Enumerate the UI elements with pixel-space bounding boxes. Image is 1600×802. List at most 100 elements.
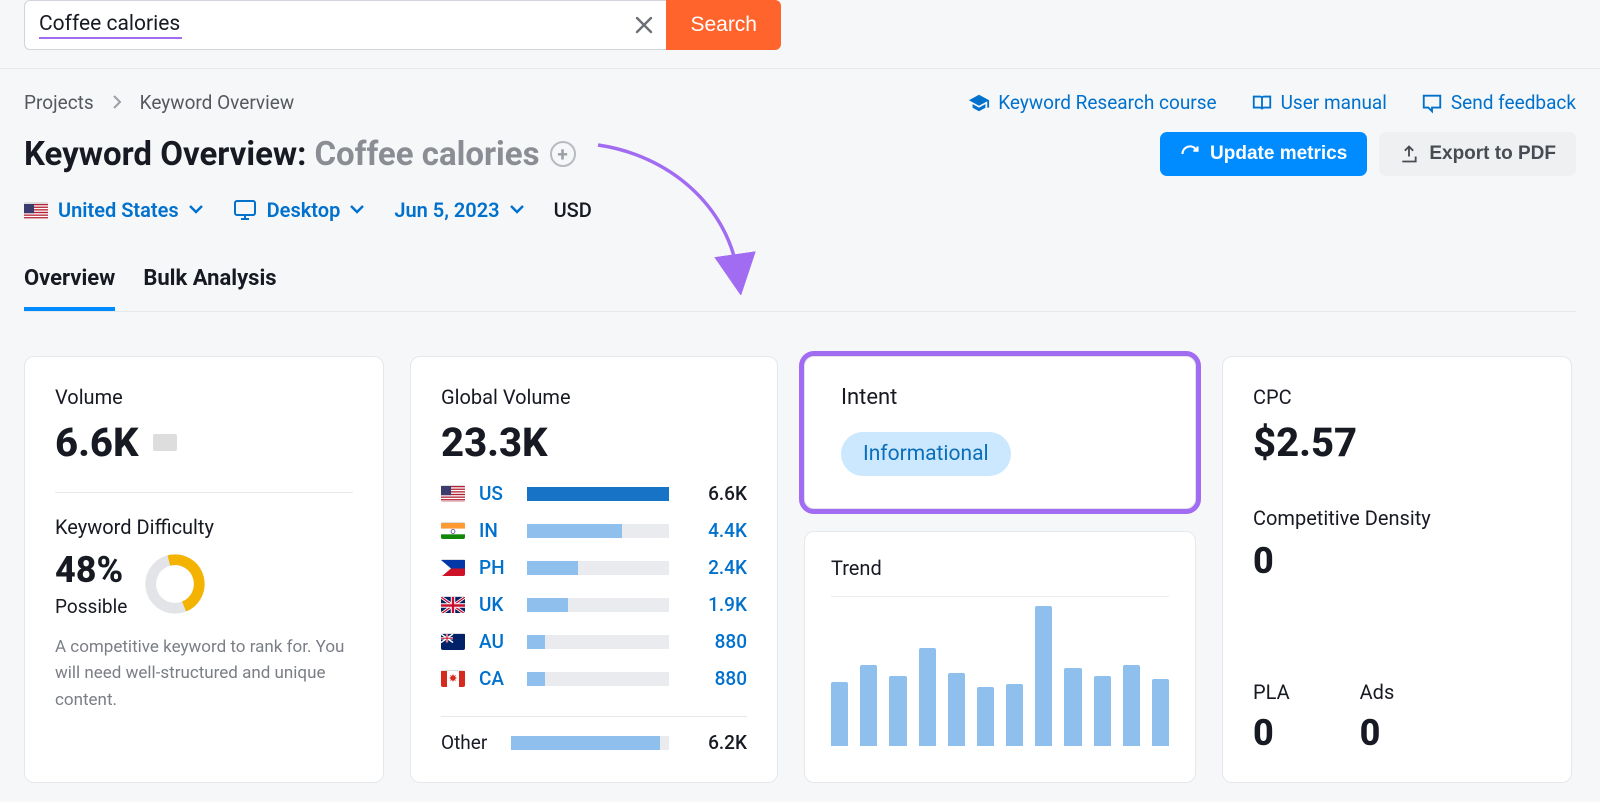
tab-overview[interactable]: Overview [24,266,115,311]
pla-value: 0 [1253,712,1290,754]
breadcrumb-root[interactable]: Projects [24,91,94,114]
trend-bar [831,682,848,746]
volume-value: 6.6K [55,419,139,466]
volume-bar [527,524,669,538]
intent-label: Intent [841,385,1163,410]
kd-value: 48% [55,549,127,591]
country-code: CA [479,667,513,690]
global-volume-row[interactable]: IN 4.4K [441,519,747,542]
country-volume: 2.4K [683,556,747,579]
global-volume-label: Global Volume [441,385,747,409]
country-code: IN [479,519,513,542]
trend-bar [860,665,877,746]
global-volume-value: 23.3K [441,419,747,466]
flag-uk-icon [441,596,465,613]
flag-us-icon [153,434,177,451]
kd-donut-chart [143,552,207,616]
search-bar: Coffee calories Search [24,0,781,50]
ads-value: 0 [1360,712,1395,754]
add-keyword-button[interactable]: + [550,141,576,167]
country-volume: 4.4K [683,519,747,542]
send-feedback-link[interactable]: Send feedback [1421,91,1576,114]
country-code: UK [479,593,513,616]
trend-bar [1064,668,1081,746]
refresh-icon [1180,144,1200,164]
country-volume: 1.9K [683,593,747,616]
trend-label: Trend [831,556,1169,580]
flag-us-icon [441,485,465,502]
user-manual-link[interactable]: User manual [1251,91,1387,114]
chat-icon [1421,92,1443,114]
volume-bar [527,561,669,575]
update-metrics-button[interactable]: Update metrics [1160,132,1367,176]
volume-bar [527,672,669,686]
book-icon [1251,92,1273,114]
trend-bar [889,676,906,746]
global-volume-row[interactable]: CA 880 [441,667,747,690]
other-volume: 6.2K [683,731,747,754]
country-volume: 6.6K [683,482,747,505]
chevron-down-icon [350,205,364,215]
graduation-cap-icon [968,92,990,114]
pla-label: PLA [1253,680,1290,704]
keyword-research-course-link[interactable]: Keyword Research course [968,91,1216,114]
trend-bar [1094,676,1111,746]
volume-bar [527,635,669,649]
intent-card: Intent Informational [804,356,1196,509]
country-volume: 880 [683,630,747,653]
tabs: Overview Bulk Analysis [24,266,1576,312]
global-volume-other-row: Other 6.2K [441,716,747,754]
country-code: PH [479,556,513,579]
tab-bulk-analysis[interactable]: Bulk Analysis [143,266,276,311]
volume-bar [527,487,669,501]
global-volume-row[interactable]: UK 1.9K [441,593,747,616]
country-filter[interactable]: United States [24,198,203,222]
clear-search-button[interactable] [622,0,666,50]
search-input-value: Coffee calories [39,12,180,36]
trend-bar [1006,684,1023,746]
trend-bar [1123,665,1140,746]
volume-card: Volume 6.6K Keyword Difficulty 48% Possi… [24,356,384,783]
flag-au-icon [441,633,465,650]
trend-bar [977,687,994,746]
cpc-value: $2.57 [1253,419,1541,466]
country-volume: 880 [683,667,747,690]
trend-chart [831,596,1169,746]
flag-ca-icon [441,670,465,687]
intent-badge: Informational [841,432,1011,476]
flag-in-icon [441,522,465,539]
search-button[interactable]: Search [666,0,781,50]
global-volume-card: Global Volume 23.3K US6.6K IN 4.4K PH 2.4K UK… [410,356,778,783]
trend-bar [1152,679,1169,746]
competitive-density-label: Competitive Density [1253,506,1541,530]
device-filter[interactable]: Desktop [233,198,365,222]
desktop-icon [233,199,257,221]
date-filter[interactable]: Jun 5, 2023 [394,198,523,222]
page-title: Keyword Overview: Coffee calories + [24,135,576,174]
volume-label: Volume [55,385,353,409]
volume-bar [527,598,669,612]
upload-icon [1399,144,1419,164]
global-volume-row[interactable]: PH 2.4K [441,556,747,579]
competitive-density-value: 0 [1253,540,1541,582]
trend-bar [1035,606,1052,746]
cpc-label: CPC [1253,385,1541,409]
kd-sublabel: Possible [55,595,127,618]
chevron-right-icon [112,91,122,114]
cpc-card: CPC $2.57 Competitive Density 0 PLA 0 Ad… [1222,356,1572,783]
chevron-down-icon [189,205,203,215]
global-volume-row[interactable]: AU880 [441,630,747,653]
kd-label: Keyword Difficulty [55,515,353,539]
breadcrumb: Projects Keyword Overview [24,91,294,114]
breadcrumb-current: Keyword Overview [140,91,294,114]
trend-bar [919,648,936,746]
global-volume-row[interactable]: US6.6K [441,482,747,505]
trend-card: Trend [804,531,1196,783]
export-pdf-button[interactable]: Export to PDF [1379,132,1576,176]
flag-us-icon [24,202,48,219]
currency-label: USD [554,198,592,222]
other-label: Other [441,731,497,754]
search-input[interactable]: Coffee calories [24,0,622,50]
ads-label: Ads [1360,680,1395,704]
flag-ph-icon [441,559,465,576]
